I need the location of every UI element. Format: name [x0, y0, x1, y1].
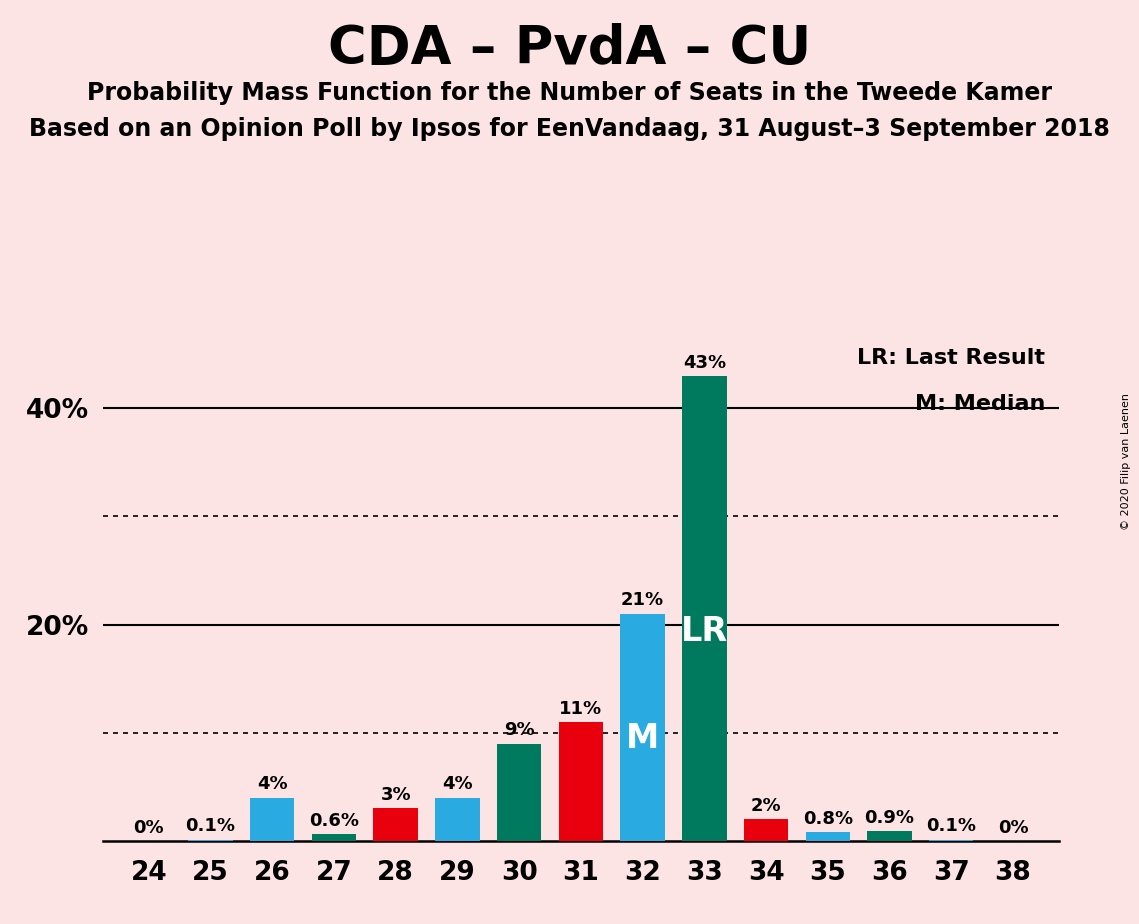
- Text: Probability Mass Function for the Number of Seats in the Tweede Kamer: Probability Mass Function for the Number…: [87, 81, 1052, 105]
- Text: CDA – PvdA – CU: CDA – PvdA – CU: [328, 23, 811, 75]
- Bar: [744, 820, 788, 841]
- Bar: [374, 808, 418, 841]
- Bar: [435, 797, 480, 841]
- Text: 21%: 21%: [621, 591, 664, 610]
- Text: © 2020 Filip van Laenen: © 2020 Filip van Laenen: [1121, 394, 1131, 530]
- Text: 4%: 4%: [442, 775, 473, 794]
- Text: 0.8%: 0.8%: [803, 809, 853, 828]
- Bar: [867, 831, 911, 841]
- Bar: [929, 840, 974, 841]
- Text: LR: Last Result: LR: Last Result: [857, 347, 1044, 368]
- Bar: [312, 834, 357, 841]
- Text: 2%: 2%: [751, 796, 781, 815]
- Text: 0.1%: 0.1%: [186, 818, 236, 835]
- Text: M: Median: M: Median: [915, 394, 1044, 414]
- Text: 3%: 3%: [380, 786, 411, 804]
- Bar: [558, 722, 604, 841]
- Text: Based on an Opinion Poll by Ipsos for EenVandaag, 31 August–3 September 2018: Based on an Opinion Poll by Ipsos for Ee…: [30, 117, 1109, 141]
- Text: 11%: 11%: [559, 699, 603, 718]
- Text: 0%: 0%: [133, 819, 164, 836]
- Text: 0.1%: 0.1%: [926, 818, 976, 835]
- Bar: [188, 840, 232, 841]
- Text: 0.6%: 0.6%: [309, 812, 359, 830]
- Text: 0%: 0%: [998, 819, 1029, 836]
- Bar: [251, 797, 295, 841]
- Text: 43%: 43%: [682, 354, 726, 371]
- Bar: [621, 614, 665, 841]
- Text: M: M: [626, 723, 659, 755]
- Bar: [497, 744, 541, 841]
- Text: LR: LR: [681, 615, 728, 648]
- Bar: [805, 833, 850, 841]
- Bar: [682, 376, 727, 841]
- Text: 4%: 4%: [257, 775, 287, 794]
- Text: 9%: 9%: [503, 722, 534, 739]
- Text: 0.9%: 0.9%: [865, 808, 915, 827]
